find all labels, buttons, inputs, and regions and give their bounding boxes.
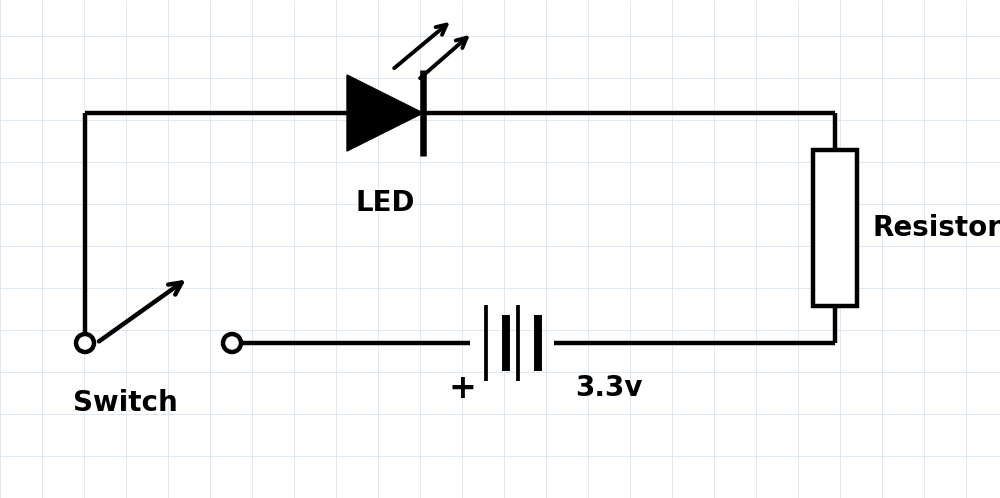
Bar <box>813 150 857 306</box>
Polygon shape <box>347 75 423 151</box>
Text: 3.3v: 3.3v <box>575 374 642 402</box>
Circle shape <box>76 334 94 352</box>
Text: Switch: Switch <box>73 389 177 417</box>
Text: Resistor: Resistor <box>872 214 1000 242</box>
Text: +: + <box>448 372 476 404</box>
Circle shape <box>223 334 241 352</box>
Text: LED: LED <box>355 189 415 217</box>
